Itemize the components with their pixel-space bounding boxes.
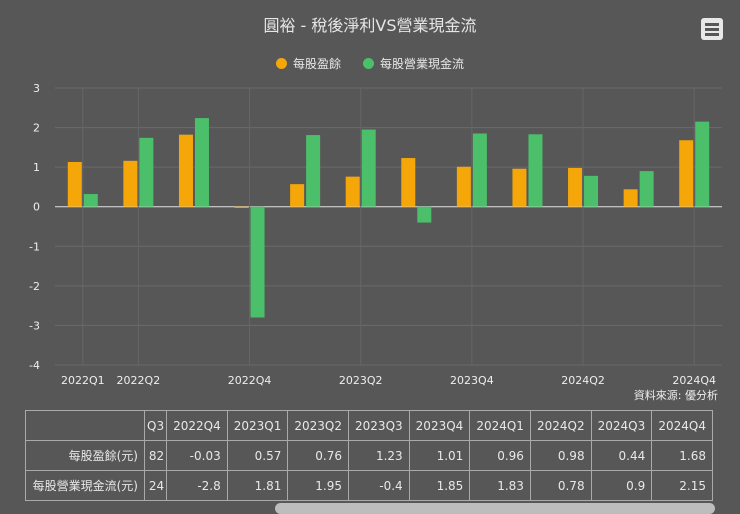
header-cell: 2022Q4 <box>166 410 228 441</box>
x-tick-label: 2022Q1 <box>61 374 105 387</box>
bar-ocf-2024Q3 <box>639 171 654 207</box>
header-cell: 2024Q4 <box>651 410 713 441</box>
y-tick-label: -4 <box>29 359 40 372</box>
bar-ocf-2023Q3 <box>417 206 432 223</box>
table-cell: -2.8 <box>166 470 228 501</box>
header-cell: Q3 <box>143 410 168 441</box>
header-cell: 2023Q2 <box>287 410 350 441</box>
table-cell: 24 <box>143 470 168 501</box>
table-cell: 1.23 <box>348 440 410 471</box>
y-tick-label: 3 <box>33 82 40 95</box>
table-cell: 0.96 <box>469 440 531 471</box>
bar-ocf-2022Q1 <box>83 194 98 207</box>
bar-ocf-2022Q4 <box>250 206 265 318</box>
table-row: 每股營業現金流(元) 24 -2.8 1.81 1.95 -0.4 1.85 1… <box>25 470 713 501</box>
bar-ocf-2022Q3 <box>194 118 209 207</box>
bar-eps-2023Q3 <box>401 158 416 207</box>
legend-item-ocf[interactable]: 每股營業現金流 <box>363 55 464 72</box>
table-cell: 0.76 <box>287 440 350 471</box>
table-cell: 82 <box>143 440 168 471</box>
header-cell: 2023Q3 <box>348 410 410 441</box>
header-cell: 2024Q1 <box>469 410 531 441</box>
bar-ocf-2023Q1 <box>306 135 321 207</box>
bar-eps-2024Q3 <box>623 189 638 207</box>
header-cell: 2023Q4 <box>408 410 471 441</box>
bar-eps-2024Q1 <box>512 168 527 207</box>
bar-eps-2022Q3 <box>178 134 193 207</box>
row-label: 每股營業現金流(元) <box>25 470 145 501</box>
bar-eps-2024Q4 <box>679 140 694 207</box>
table-cell: 1.81 <box>226 470 289 501</box>
bar-ocf-2022Q2 <box>139 137 154 207</box>
bar-ocf-2023Q4 <box>472 133 487 207</box>
x-tick-label: 2022Q2 <box>117 374 161 387</box>
bar-eps-2022Q4 <box>234 206 249 208</box>
header-cell: 2024Q2 <box>529 410 592 441</box>
table-cell: 1.85 <box>408 470 471 501</box>
legend: 每股盈餘 每股營業現金流 <box>0 55 740 72</box>
legend-dot-icon <box>275 58 287 69</box>
bar-eps-2023Q1 <box>290 184 305 207</box>
bar-chart: 3 2 1 0 -1 -2 -3 -4 2022Q1 2022Q2 2022Q4 2023Q2 2023… <box>29 82 722 387</box>
table-cell: 0.78 <box>529 470 592 501</box>
bar-ocf-2023Q2 <box>361 129 376 207</box>
bar-eps-2022Q2 <box>123 160 138 207</box>
table-cell: 2.15 <box>651 470 713 501</box>
header-cell: 2023Q1 <box>226 410 289 441</box>
table-row: 每股盈餘(元) 82 -0.03 0.57 0.76 1.23 1.01 0.9… <box>25 440 713 471</box>
bar-ocf-2024Q4 <box>695 121 710 207</box>
y-tick-label: -3 <box>29 319 40 332</box>
y-tick-label: -2 <box>29 280 40 293</box>
bar-ocf-2024Q2 <box>584 175 599 207</box>
bar-eps-2022Q1 <box>67 161 82 207</box>
table-header-row: Q3 2022Q4 2023Q1 2023Q2 2023Q3 2023Q4 20… <box>25 410 713 441</box>
table-cell: 1.68 <box>651 440 713 471</box>
table-cell: -0.4 <box>348 470 410 501</box>
legend-label: 每股盈餘 <box>292 57 341 71</box>
header-cell: 2024Q3 <box>590 410 653 441</box>
y-tick-label: 0 <box>33 201 40 214</box>
x-tick-label: 2022Q4 <box>228 374 272 387</box>
bar-eps-2023Q2 <box>345 176 360 207</box>
source-note: 資料來源: 優分析 <box>633 389 718 402</box>
row-label: 每股盈餘(元) <box>25 440 145 471</box>
table-cell: 1.95 <box>287 470 350 501</box>
y-tick-label: 2 <box>33 122 40 135</box>
table-cell: 1.83 <box>469 470 531 501</box>
data-table: Q3 2022Q4 2023Q1 2023Q2 2023Q3 2023Q4 20… <box>25 410 713 501</box>
table-cell: 0.9 <box>590 470 653 501</box>
x-tick-label: 2023Q2 <box>339 374 383 387</box>
x-tick-label: 2024Q4 <box>672 374 716 387</box>
legend-label: 每股營業現金流 <box>380 57 465 71</box>
legend-dot-icon <box>363 58 374 69</box>
x-tick-label: 2023Q4 <box>450 374 494 387</box>
bar-eps-2024Q2 <box>568 167 583 207</box>
y-tick-label: 1 <box>33 161 40 174</box>
bar-ocf-2024Q1 <box>528 134 543 207</box>
table-scrollbar[interactable] <box>275 503 715 514</box>
header-blank <box>25 410 145 441</box>
legend-item-eps[interactable]: 每股盈餘 <box>275 55 341 72</box>
table-cell: 0.57 <box>226 440 289 471</box>
table-cell: 0.44 <box>590 440 653 471</box>
bar-eps-2023Q4 <box>456 166 471 207</box>
table-cell: 0.98 <box>529 440 592 471</box>
table-cell: 1.01 <box>408 440 471 471</box>
hamburger-menu-icon[interactable] <box>701 18 723 40</box>
y-tick-label: -1 <box>29 240 40 253</box>
chart-title: 圓裕 - 稅後淨利VS營業現金流 <box>263 16 477 35</box>
table-cell: -0.03 <box>166 440 228 471</box>
x-tick-label: 2024Q2 <box>561 374 605 387</box>
